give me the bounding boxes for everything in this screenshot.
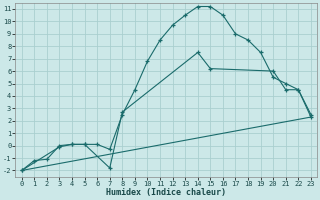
X-axis label: Humidex (Indice chaleur): Humidex (Indice chaleur) (106, 188, 226, 197)
